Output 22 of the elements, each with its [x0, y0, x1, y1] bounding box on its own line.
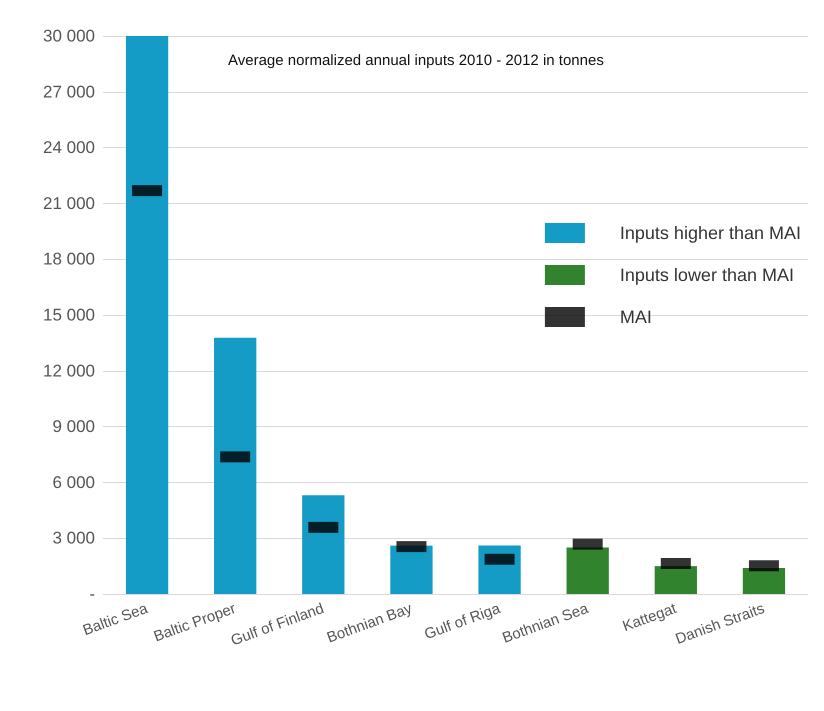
y-tick-label: 3 000	[52, 528, 95, 548]
text: Average normalized annual inputs 2010 - 2012 in tonnes	[228, 52, 604, 69]
y-tick-label: 27 000	[43, 82, 95, 102]
bar	[126, 36, 168, 594]
y-tick-label: 21 000	[43, 194, 95, 213]
y-tick-label: 9 000	[52, 417, 95, 436]
x-tick-label: Gulf of Riga	[422, 600, 504, 644]
y-tick-label: 18 000	[43, 250, 95, 269]
bar	[390, 546, 433, 594]
bar	[742, 568, 786, 594]
legend-label: Inputs higher than MAI	[620, 223, 801, 243]
y-tick-label: 6 000	[52, 472, 95, 492]
y-tick-label: 24 000	[43, 138, 95, 158]
bar	[302, 495, 344, 594]
bar	[566, 548, 609, 594]
legend-label: MAI	[620, 307, 652, 327]
bar	[654, 566, 697, 594]
y-tick-label: 15 000	[43, 306, 95, 324]
legend-label: Inputs lower than MAI	[620, 265, 794, 285]
y-tick-label: 30 000	[43, 26, 95, 46]
bar	[214, 338, 256, 594]
y-tick-label: 12 000	[43, 361, 95, 380]
